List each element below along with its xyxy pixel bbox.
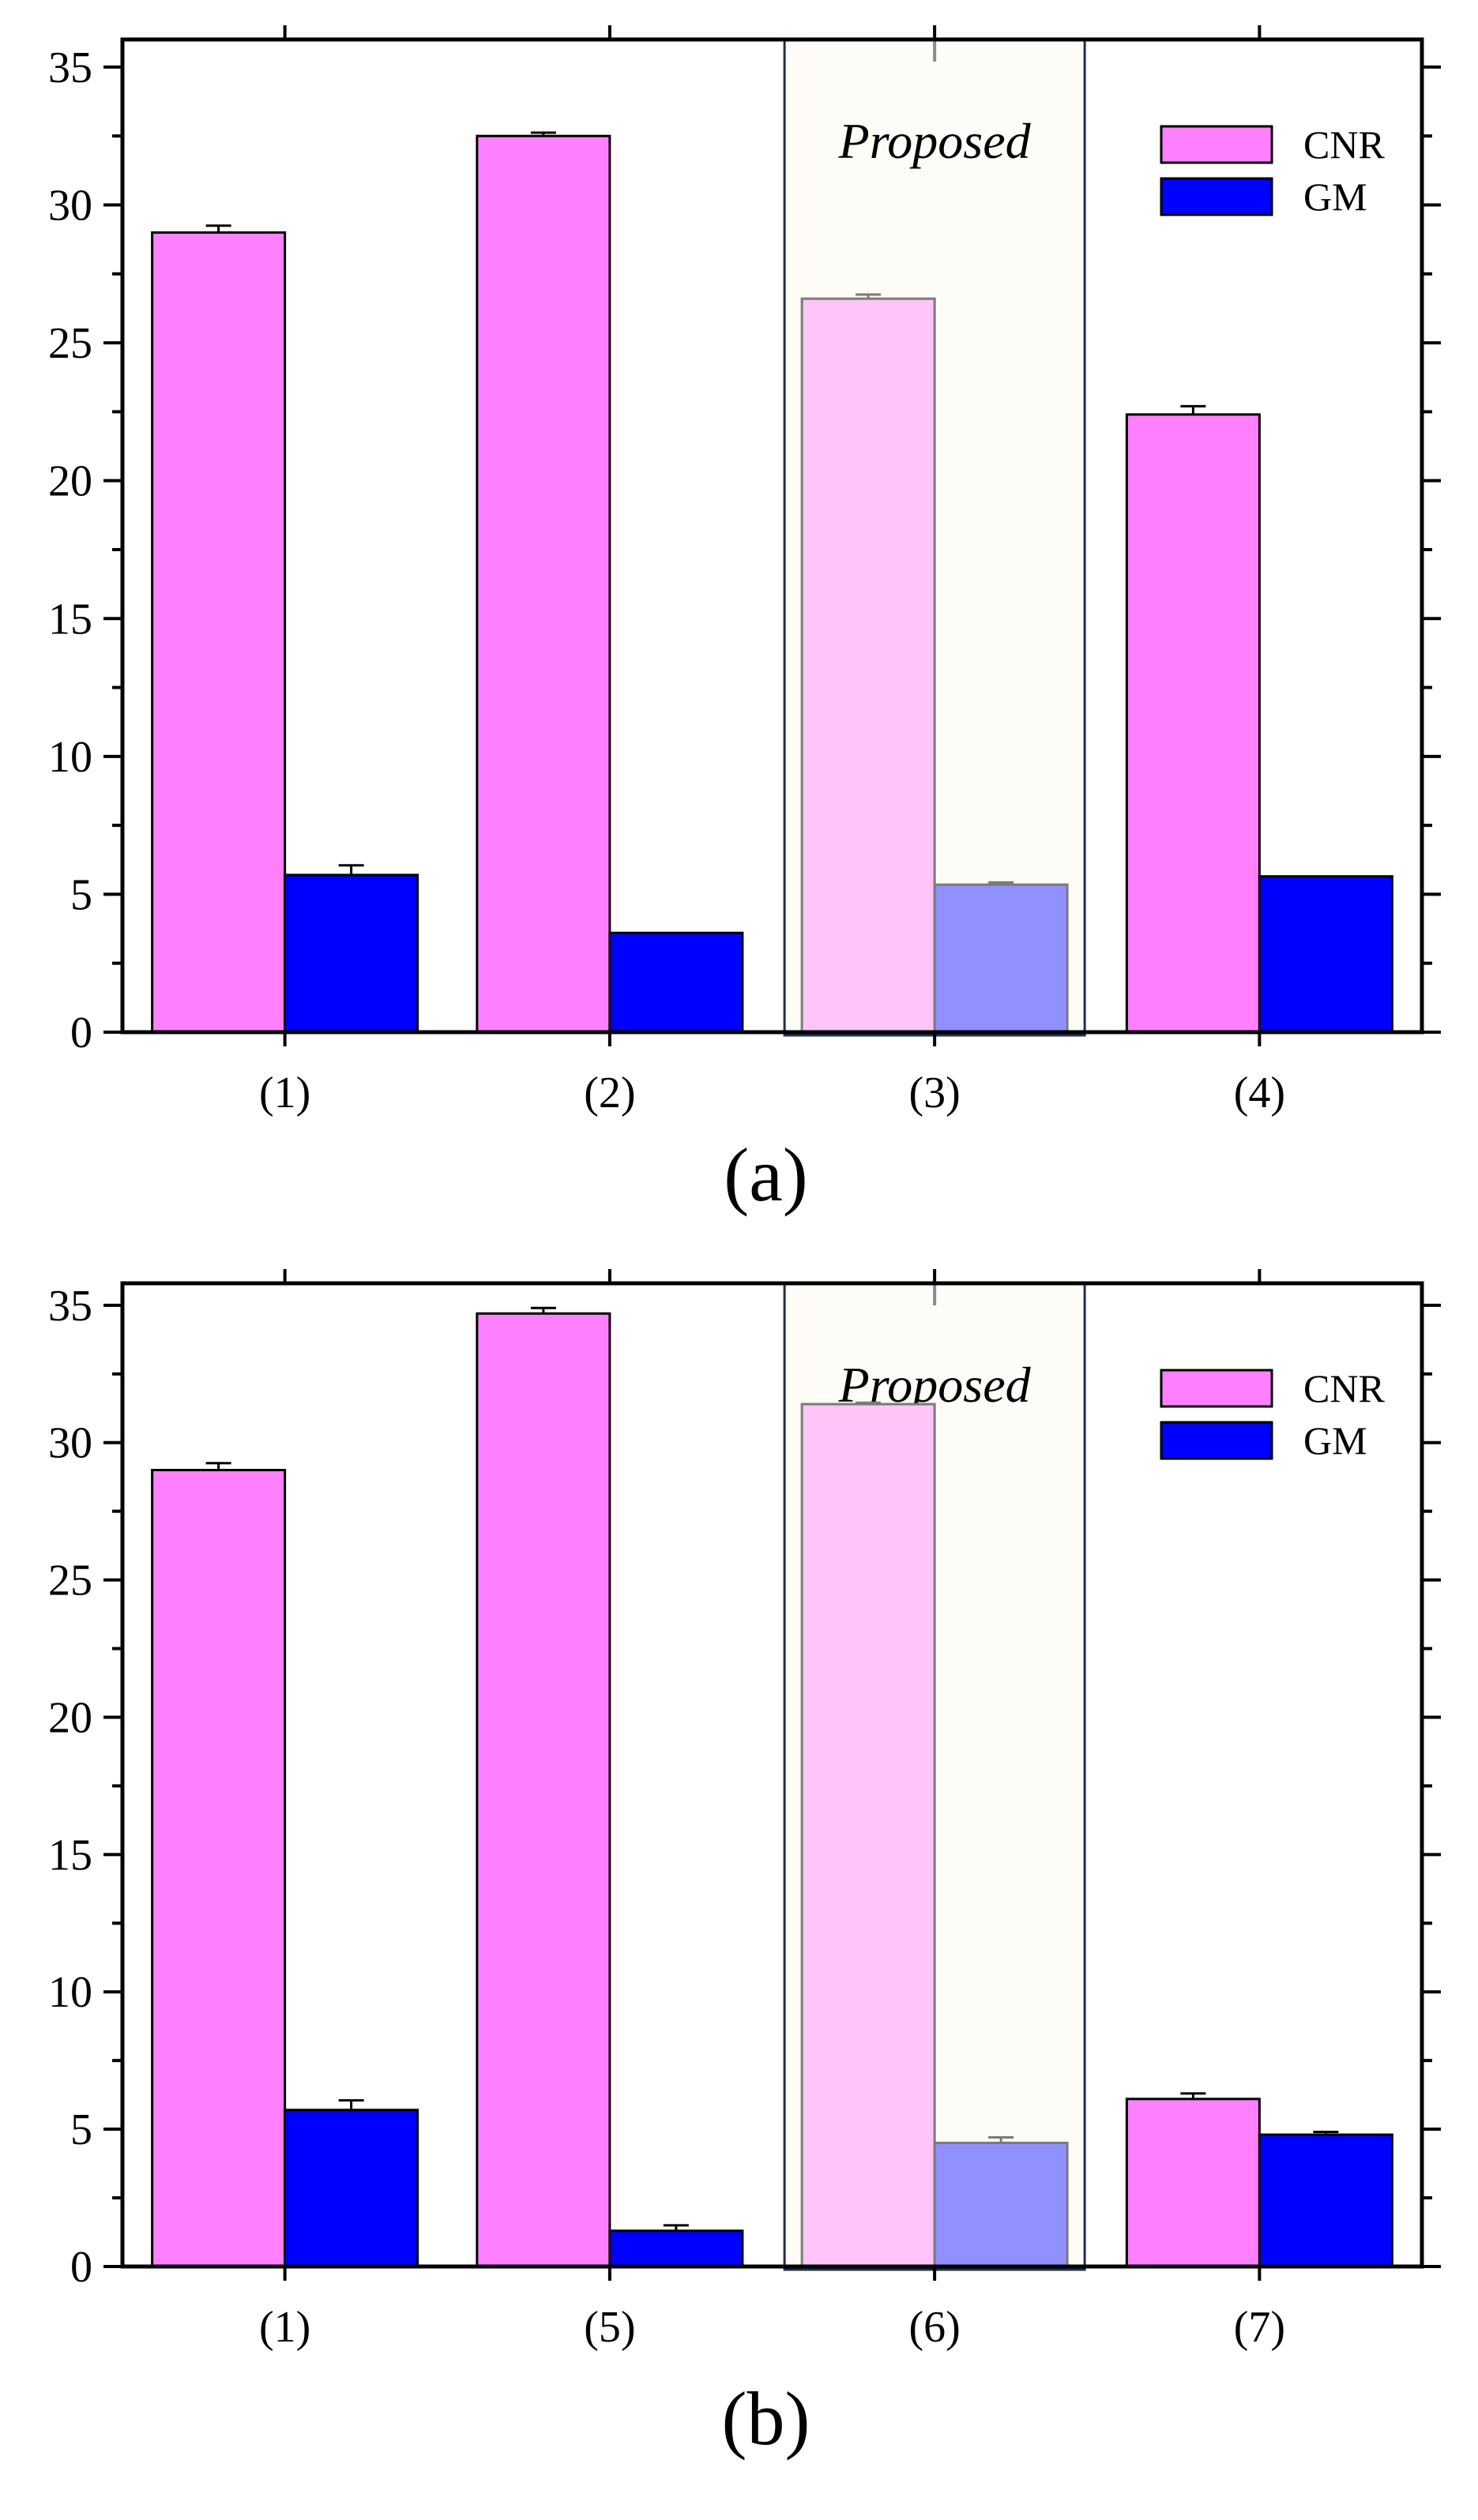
y-tick-label: 35	[48, 1282, 92, 1331]
legend-swatch-gm	[1160, 177, 1273, 216]
bar-cnr-4	[1125, 413, 1261, 1034]
y-tick-label: 30	[48, 182, 92, 231]
chart-panel-1: Proposed (1) (2) (3) (4) 0 5 10 15 20 25 30 35 CNR GM (…	[48, 25, 1441, 1217]
legend-label-cnr: CNR	[1303, 1366, 1385, 1410]
bar-cnr-2	[476, 134, 611, 1034]
y-tick-label: 10	[48, 1968, 92, 2017]
bar-gm-6	[933, 2142, 1069, 2268]
bar-cnr-5	[476, 1312, 611, 2268]
bar-cnr-6	[800, 1403, 936, 2268]
bar-cnr-1	[151, 1468, 287, 2268]
y-tick-label: 20	[48, 457, 92, 506]
legend-label-cnr: CNR	[1303, 122, 1385, 167]
y-tick-label: 0	[70, 1008, 92, 1057]
bar-gm-1	[284, 2109, 419, 2268]
legend-swatch-gm	[1160, 1421, 1273, 1460]
y-tick-label: 5	[70, 870, 92, 919]
bar-gm-5	[608, 2229, 744, 2268]
x-tick-label: (2)	[584, 1068, 635, 1117]
panel-label: (a)	[724, 1132, 808, 1217]
legend-swatch-cnr	[1160, 125, 1273, 164]
panel-label: (b)	[722, 2376, 810, 2461]
bar-gm-3	[933, 883, 1069, 1034]
x-tick-label: (5)	[584, 2303, 635, 2352]
bar-gm-7	[1258, 2133, 1393, 2268]
y-tick-label: 10	[48, 733, 92, 782]
bar-gm-4	[1258, 875, 1393, 1034]
y-tick-label: 15	[48, 1831, 92, 1880]
y-tick-label: 15	[48, 595, 92, 644]
y-tick-label: 0	[70, 2243, 92, 2292]
y-tick-label: 25	[48, 1557, 92, 1606]
y-tick-label: 30	[48, 1419, 92, 1468]
legend-label-gm: GM	[1303, 175, 1367, 219]
y-tick-label: 35	[48, 43, 92, 92]
bar-cnr-3	[800, 297, 936, 1034]
bar-cnr-1	[151, 231, 287, 1034]
y-tick-label: 5	[70, 2105, 92, 2154]
legend-label-gm: GM	[1303, 1418, 1367, 1463]
x-tick-label: (6)	[908, 2303, 960, 2352]
chart-panel-2: Proposed(1) (5) (6) (7)05101520253035CNRGM(…	[48, 1269, 1441, 2461]
y-tick-label: 20	[48, 1693, 92, 1742]
bar-gm-1	[284, 873, 419, 1034]
bar-gm-2	[608, 931, 744, 1034]
x-tick-label: (4)	[1234, 1068, 1285, 1117]
x-tick-label: (7)	[1234, 2303, 1285, 2352]
y-tick-label: 25	[48, 319, 92, 368]
axes-frame	[120, 1281, 1424, 2269]
x-tick-label: (3)	[908, 1068, 960, 1117]
axes-frame	[120, 37, 1424, 1035]
x-tick-label: (1)	[259, 2303, 310, 2352]
x-tick-label: (1)	[259, 1068, 310, 1117]
bar-cnr-7	[1125, 2097, 1261, 2268]
legend-swatch-cnr	[1160, 1369, 1273, 1408]
proposed-label: Proposed	[838, 113, 1032, 169]
